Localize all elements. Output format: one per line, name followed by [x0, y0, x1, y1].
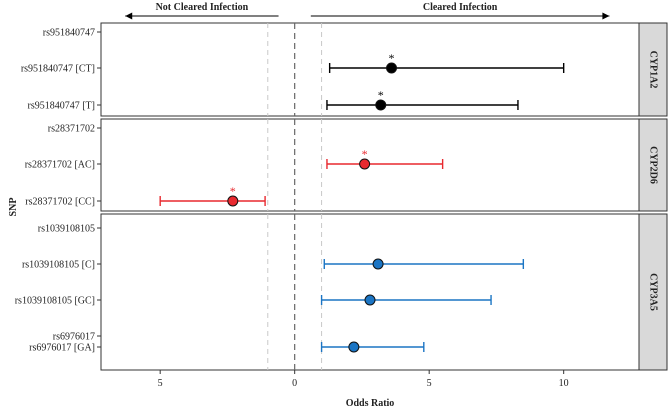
panel-label-cyp1a2: CYP1A2 [648, 51, 659, 89]
data-point [375, 99, 387, 111]
data-point [372, 258, 384, 270]
x-tick-label: 10 [559, 378, 569, 389]
x-axis-title: Odds Ratio [346, 398, 395, 409]
y-tick-label: rs28371702 [48, 124, 95, 135]
arrow-label-right: Cleared Infection [423, 2, 498, 13]
x-tick-label: 0 [292, 378, 297, 389]
data-point [227, 195, 239, 207]
x-tick-label: 5 [427, 378, 432, 389]
arrow-head-right [602, 12, 610, 20]
panel-label-cyp3a5: CYP3A5 [648, 273, 659, 311]
y-tick-label: rs28371702 [CC] [25, 197, 95, 208]
y-tick-label: rs1039108105 [GC] [15, 296, 95, 307]
y-tick-label: rs6976017 [GA] [29, 343, 95, 354]
y-tick-label: rs6976017 [53, 332, 95, 343]
x-tick-label: 5 [158, 378, 163, 389]
panel-strip-cyp2d6 [638, 118, 668, 212]
data-point [359, 158, 371, 170]
y-tick-label: rs1039108105 [38, 224, 95, 235]
significance-marker: * [389, 51, 395, 65]
arrow-head-left [125, 12, 133, 20]
y-tick-label: rs951840747 [T] [28, 101, 96, 112]
data-point [364, 294, 376, 306]
panel-frame-cyp3a5 [100, 213, 640, 371]
y-tick-label: rs1039108105 [C] [22, 260, 95, 271]
y-axis-title: SNP [8, 198, 19, 217]
panel-frame-cyp1a2 [100, 22, 640, 117]
significance-marker: * [362, 147, 368, 161]
significance-marker: * [378, 88, 384, 102]
panel-strip-cyp3a5 [638, 213, 668, 371]
data-point [386, 62, 398, 74]
y-tick-label: rs951840747 [CT] [21, 64, 95, 75]
data-point [348, 341, 360, 353]
y-tick-label: rs951840747 [43, 28, 95, 39]
panel-strip-cyp1a2 [638, 22, 668, 117]
significance-marker: * [230, 184, 236, 198]
panel-label-cyp2d6: CYP2D6 [648, 146, 659, 184]
y-tick-label: rs28371702 [AC] [25, 160, 95, 171]
arrow-label-left: Not Cleared Infection [156, 2, 249, 13]
